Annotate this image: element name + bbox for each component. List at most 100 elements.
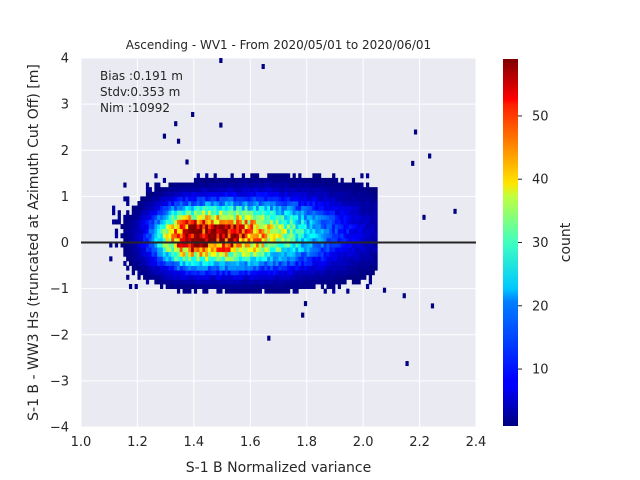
heatmap-cell: [126, 233, 130, 239]
heatmap-cell: [306, 228, 310, 234]
heatmap-cell: [270, 247, 274, 253]
heatmap-cell: [222, 200, 226, 206]
heatmap-cell: [332, 196, 336, 202]
heatmap-cell: [151, 274, 155, 280]
heatmap-cell: [151, 242, 155, 248]
heatmap-cell: [176, 233, 181, 239]
heatmap-cell: [334, 228, 339, 234]
heatmap-cell: [340, 228, 344, 234]
heatmap-cell: [323, 191, 327, 197]
heatmap-cell: [368, 274, 373, 280]
heatmap-cell: [171, 270, 175, 276]
heatmap-cell: [295, 214, 299, 220]
heatmap-cell: [145, 279, 150, 285]
heatmap-cell: [145, 256, 150, 262]
heatmap-cell: [281, 214, 285, 220]
heatmap-cell: [196, 214, 200, 220]
heatmap-cell: [354, 265, 358, 271]
heatmap-cell: [337, 219, 341, 225]
heatmap-cell: [199, 205, 203, 211]
heatmap-cell: [360, 237, 364, 243]
heatmap-cell: [253, 265, 257, 271]
outlier-cell: [267, 335, 271, 341]
heatmap-cell: [363, 224, 367, 230]
heatmap-cell: [205, 228, 209, 234]
heatmap-cell: [334, 214, 339, 220]
heatmap-cell: [176, 260, 181, 266]
heatmap-cell: [247, 256, 251, 262]
heatmap-cell: [301, 279, 305, 285]
heatmap-cell: [137, 256, 141, 262]
heatmap-cell: [326, 242, 330, 248]
heatmap-cell: [340, 237, 344, 243]
heatmap-cell: [334, 242, 339, 248]
heatmap-cell: [312, 279, 316, 285]
heatmap-cell: [261, 182, 265, 188]
heatmap-cell: [185, 284, 189, 290]
heatmap-cell: [213, 279, 217, 285]
heatmap-cell: [272, 228, 277, 234]
heatmap-cell: [241, 265, 246, 271]
heatmap-cell: [213, 260, 217, 266]
heatmap-cell: [210, 237, 215, 243]
outlier-cell: [176, 138, 181, 144]
heatmap-cell: [131, 237, 136, 243]
heatmap-cell: [196, 173, 200, 179]
heatmap-cell: [117, 214, 121, 220]
heatmap-cell: [363, 251, 367, 257]
heatmap-cell: [247, 177, 251, 183]
heatmap-cell: [222, 182, 226, 188]
heatmap-cell: [179, 200, 183, 206]
heatmap-cell: [145, 228, 150, 234]
heatmap-cell: [264, 210, 268, 216]
heatmap-cell: [281, 173, 285, 179]
heatmap-cell: [334, 260, 339, 266]
heatmap-cell: [323, 256, 327, 262]
heatmap-cell: [137, 210, 141, 216]
heatmap-cell: [270, 224, 274, 230]
heatmap-cell: [148, 260, 152, 266]
heatmap-cell: [151, 237, 155, 243]
heatmap-cell: [126, 242, 130, 248]
heatmap-cell: [250, 256, 254, 262]
heatmap-cell: [337, 233, 341, 239]
heatmap-cell: [188, 247, 192, 253]
heatmap-cell: [137, 214, 141, 220]
heatmap-cell: [326, 256, 330, 262]
heatmap-cell: [230, 187, 234, 193]
heatmap-cell: [207, 251, 212, 257]
heatmap-cell: [292, 200, 296, 206]
heatmap-cell: [343, 247, 347, 253]
heatmap-cell: [329, 284, 333, 290]
heatmap-cell: [162, 196, 167, 202]
heatmap-cell: [371, 219, 375, 225]
heatmap-cell: [222, 256, 226, 262]
heatmap-cell: [199, 219, 203, 225]
heatmap-cell: [323, 187, 327, 193]
heatmap-cell: [295, 219, 299, 225]
heatmap-cell: [160, 187, 164, 193]
heatmap-cell: [298, 219, 302, 225]
heatmap-cell: [272, 205, 277, 211]
heatmap-cell: [131, 219, 136, 225]
heatmap-cell: [346, 251, 350, 257]
heatmap-cell: [354, 196, 358, 202]
heatmap-cell: [120, 233, 124, 239]
heatmap-cell: [131, 247, 136, 253]
heatmap-cell: [272, 279, 277, 285]
heatmap-cell: [340, 219, 344, 225]
heatmap-cell: [365, 200, 370, 206]
heatmap-cell: [224, 177, 229, 183]
heatmap-cell: [318, 265, 322, 271]
heatmap-cell: [222, 177, 226, 183]
heatmap-cell: [171, 228, 175, 234]
heatmap-cell: [239, 214, 243, 220]
heatmap-cell: [346, 260, 350, 266]
heatmap-cell: [275, 265, 279, 271]
heatmap-cell: [363, 228, 367, 234]
heatmap-cell: [318, 196, 322, 202]
heatmap-cell: [239, 256, 243, 262]
heatmap-cell: [275, 251, 279, 257]
heatmap-cell: [126, 265, 130, 271]
outlier-cell: [411, 160, 415, 166]
